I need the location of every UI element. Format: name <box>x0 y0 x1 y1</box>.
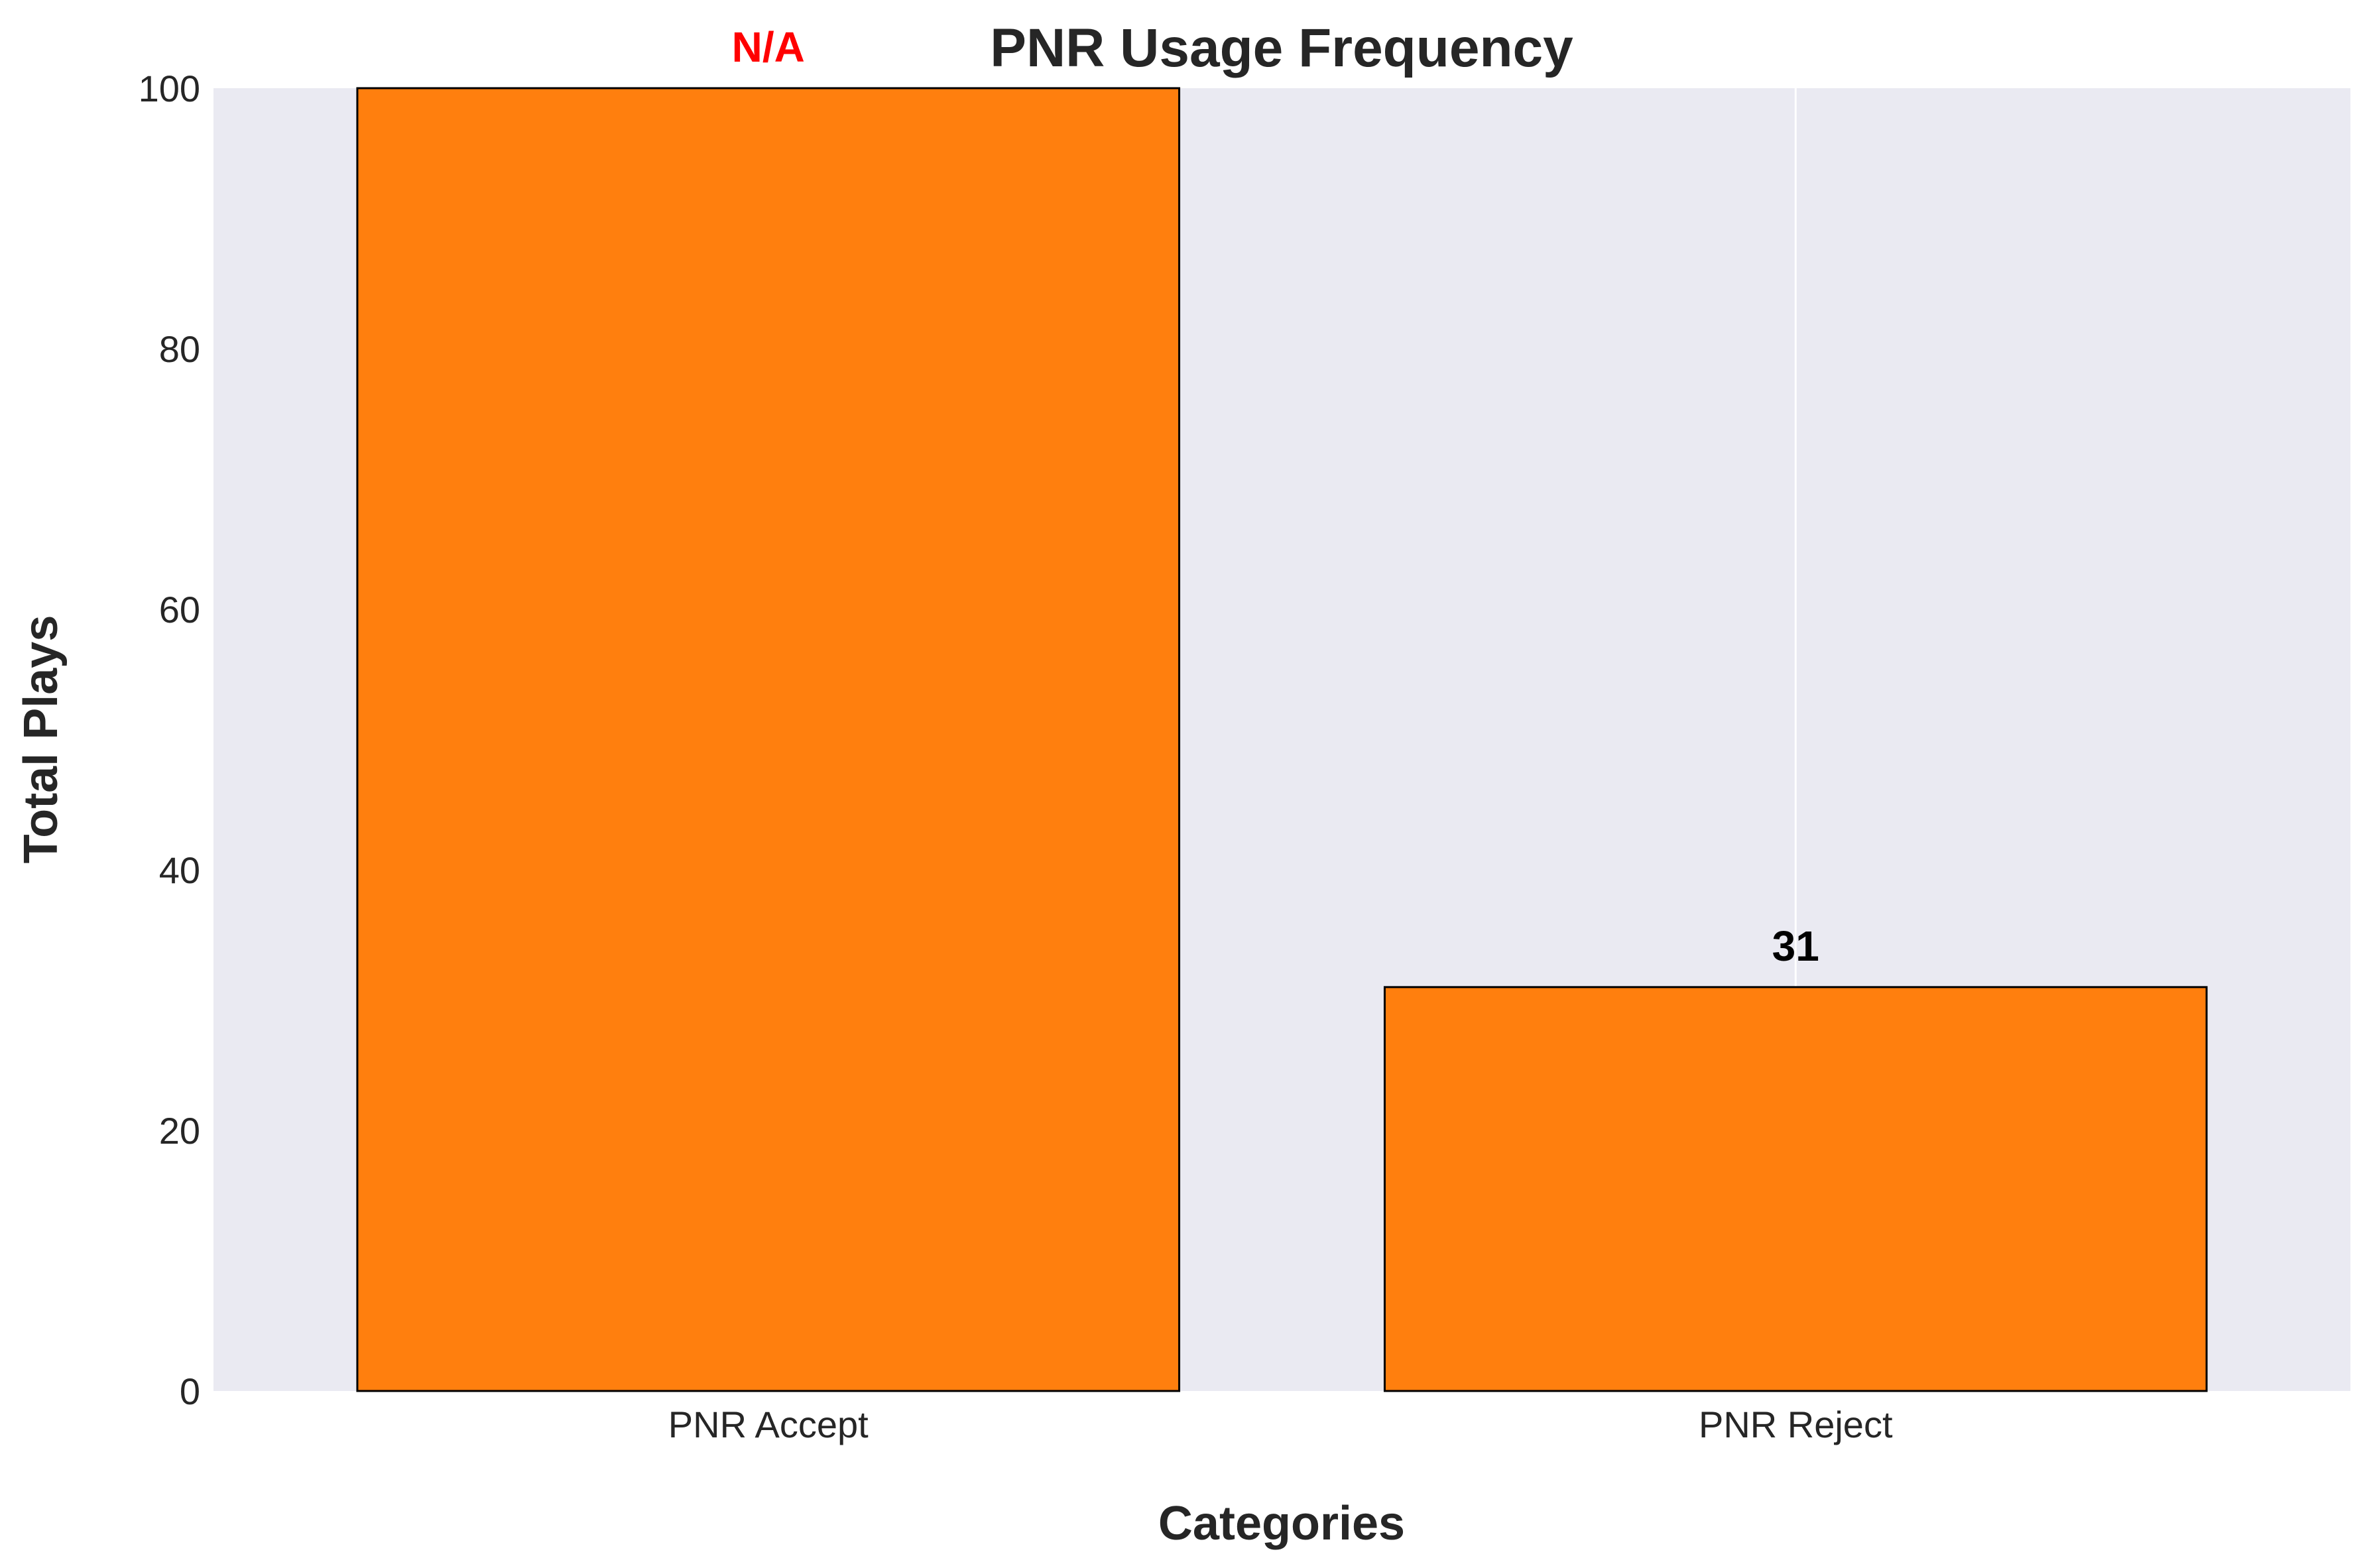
y-tick-label: 60 <box>159 589 200 631</box>
x-axis-ticks: PNR Accept PNR Reject <box>668 1404 1893 1445</box>
y-axis-title: Total Plays <box>15 615 68 864</box>
x-axis-title: Categories <box>1158 1497 1405 1550</box>
y-tick-label: 0 <box>180 1370 200 1412</box>
x-tick-label: PNR Accept <box>668 1404 869 1445</box>
bar-pnr-reject <box>1383 986 2208 1392</box>
bar-value-label: N/A <box>732 23 805 71</box>
y-tick-label: 100 <box>139 68 200 109</box>
bars <box>356 87 2208 1392</box>
x-tick-label: PNR Reject <box>1699 1404 1893 1445</box>
bar-pnr-accept <box>356 87 1181 1392</box>
bar-value-label: 31 <box>1772 922 1819 970</box>
bar-value-labels: N/A 31 <box>732 23 1819 970</box>
y-axis-ticks: 0 20 40 60 80 100 <box>139 68 200 1412</box>
y-tick-label: 80 <box>159 328 200 370</box>
chart-title: PNR Usage Frequency <box>990 18 1573 78</box>
y-tick-label: 40 <box>159 849 200 891</box>
y-tick-label: 20 <box>159 1110 200 1152</box>
